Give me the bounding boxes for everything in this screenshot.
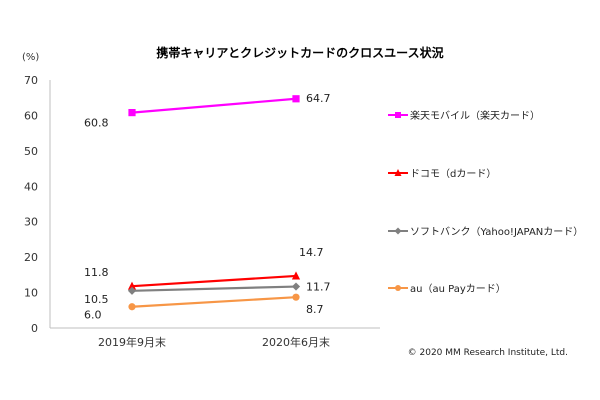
y-tick-label: 70 bbox=[24, 74, 38, 87]
series-line bbox=[132, 276, 296, 286]
cross-use-line-chart: 携帯キャリアとクレジットカードのクロスユース状況 (%) 0 10 20 30 40 50… bbox=[0, 0, 600, 400]
y-tick-label: 40 bbox=[24, 180, 38, 193]
legend-marker bbox=[395, 112, 401, 118]
y-axis-unit: (%) bbox=[22, 52, 39, 63]
series: 11.8 14.7 bbox=[84, 246, 324, 290]
x-tick-labels: 2019年9月末 2020年6月末 bbox=[98, 335, 330, 349]
data-point bbox=[128, 303, 135, 310]
legend-marker bbox=[395, 285, 401, 291]
y-tick-label: 30 bbox=[24, 216, 38, 229]
legend-entry: ソフトバンク（Yahoo!JAPANカード） bbox=[388, 226, 583, 238]
data-label: 60.8 bbox=[84, 117, 109, 130]
data-point bbox=[292, 95, 299, 102]
data-label: 10.5 bbox=[84, 293, 109, 306]
legend-label: au（au Payカード） bbox=[410, 283, 506, 295]
data-label: 11.8 bbox=[84, 266, 109, 279]
y-tick-label: 0 bbox=[31, 322, 38, 335]
y-tick-label: 20 bbox=[24, 251, 38, 264]
legend-label: ドコモ（dカード） bbox=[410, 168, 496, 180]
series: 6.0 8.7 bbox=[84, 294, 324, 322]
legend-marker bbox=[395, 228, 402, 235]
copyright-note: © 2020 MM Research Institute, Ltd. bbox=[408, 348, 568, 358]
legend-label: ソフトバンク（Yahoo!JAPANカード） bbox=[410, 226, 583, 238]
series-line bbox=[132, 297, 296, 307]
data-point bbox=[292, 294, 299, 301]
data-point bbox=[128, 109, 135, 116]
data-label: 8.7 bbox=[306, 303, 324, 316]
y-tick-labels: 0 10 20 30 40 50 60 70 bbox=[24, 74, 38, 335]
data-label: 64.7 bbox=[306, 92, 331, 105]
chart-title: 携帯キャリアとクレジットカードのクロスユース状況 bbox=[156, 45, 443, 60]
x-tick-label: 2020年6月末 bbox=[262, 335, 330, 349]
legend-entry: au（au Payカード） bbox=[388, 283, 506, 295]
y-tick-label: 50 bbox=[24, 145, 38, 158]
series: 60.8 64.7 bbox=[84, 92, 331, 130]
legend-entry: 楽天モバイル（楽天カード） bbox=[388, 109, 540, 122]
y-tick-label: 10 bbox=[24, 287, 38, 300]
data-point bbox=[292, 282, 300, 290]
series-group: 60.8 64.7 11.8 14.7 10.5 11.7 6.0 8.7 bbox=[84, 92, 331, 322]
legend: 楽天モバイル（楽天カード） ドコモ（dカード） ソフトバンク（Yahoo!JAPAN… bbox=[388, 109, 583, 295]
data-label: 14.7 bbox=[299, 246, 324, 259]
legend-label: 楽天モバイル（楽天カード） bbox=[410, 109, 540, 122]
data-label: 11.7 bbox=[306, 281, 331, 294]
series-line bbox=[132, 287, 296, 291]
data-label: 6.0 bbox=[84, 309, 102, 322]
legend-entry: ドコモ（dカード） bbox=[388, 168, 496, 180]
x-tick-label: 2019年9月末 bbox=[98, 335, 166, 349]
y-tick-label: 60 bbox=[24, 109, 38, 122]
series-line bbox=[132, 99, 296, 113]
